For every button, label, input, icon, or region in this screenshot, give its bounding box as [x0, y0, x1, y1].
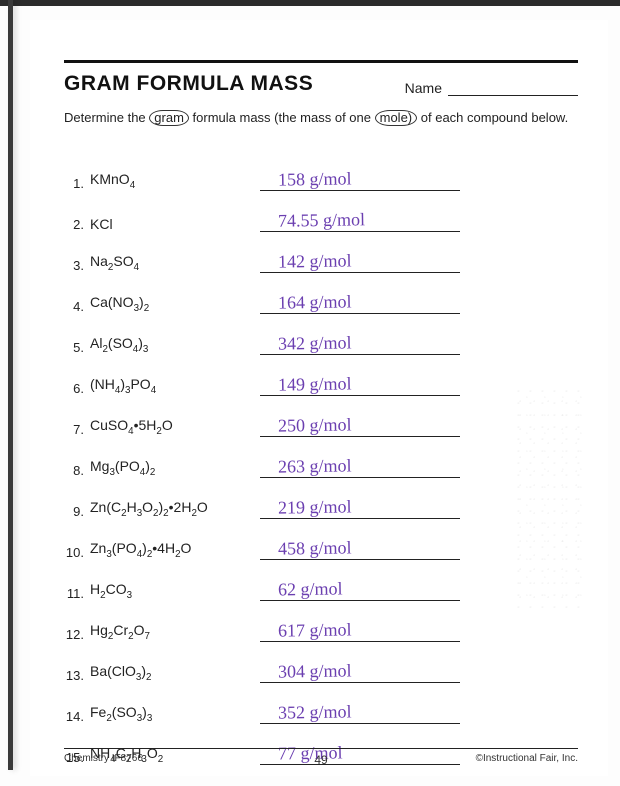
- handwritten-answer: 263 g/mol: [278, 456, 352, 475]
- handwritten-answer: 617 g/mol: [278, 620, 352, 639]
- chemical-formula: (NH4)3PO4: [90, 376, 260, 396]
- problem-number: 1.: [64, 176, 90, 191]
- worksheet-page: GRAM FORMULA MASS Name Determine the gra…: [30, 20, 608, 776]
- problem-row: 7.CuSO4•5H2O 250 g/mol: [64, 396, 578, 437]
- problem-row: 9.Zn(C2H3O2)2•2H2O 219 g/mol: [64, 478, 578, 519]
- chemical-formula: Al2(SO4)3: [90, 335, 260, 355]
- problem-number: 3.: [64, 258, 90, 273]
- handwritten-answer: 250 g/mol: [278, 415, 352, 434]
- footer-page-number: 49: [64, 753, 578, 767]
- left-scan-margin: [8, 0, 13, 770]
- scan-noise: [516, 390, 586, 610]
- answer-blank[interactable]: 352 g/mol: [260, 696, 460, 724]
- answer-blank[interactable]: 62 g/mol: [260, 573, 460, 601]
- top-scan-edge: [0, 0, 620, 6]
- chemical-formula: Mg3(PO4)2: [90, 458, 260, 478]
- handwritten-answer: 342 g/mol: [278, 333, 352, 352]
- name-blank-line[interactable]: [448, 82, 578, 96]
- circled-mole: mole): [375, 110, 418, 126]
- problem-number: 4.: [64, 299, 90, 314]
- handwritten-answer: 62 g/mol: [278, 579, 343, 598]
- answer-blank[interactable]: 74.55 g/mol: [260, 204, 460, 232]
- problem-row: 4.Ca(NO3)2 164 g/mol: [64, 273, 578, 314]
- handwritten-answer: 352 g/mol: [278, 702, 352, 721]
- answer-blank[interactable]: 142 g/mol: [260, 245, 460, 273]
- chemical-formula: Zn(C2H3O2)2•2H2O: [90, 499, 260, 519]
- problem-number: 7.: [64, 422, 90, 437]
- problem-row: 13.Ba(ClO3)2 304 g/mol: [64, 642, 578, 683]
- chemical-formula: H2CO3: [90, 581, 260, 601]
- problem-number: 10.: [64, 545, 90, 560]
- answer-blank[interactable]: 250 g/mol: [260, 409, 460, 437]
- answer-blank[interactable]: 219 g/mol: [260, 491, 460, 519]
- chemical-formula: Zn3(PO4)2•4H2O: [90, 540, 260, 560]
- problem-row: 14.Fe2(SO3)3 352 g/mol: [64, 683, 578, 724]
- problem-row: 2.KCl 74.55 g/mol: [64, 191, 578, 232]
- problem-list: 1.KMnO4158 g/mol2.KCl74.55 g/mol3.Na2SO4…: [64, 150, 578, 765]
- chemical-formula: Na2SO4: [90, 253, 260, 273]
- problem-row: 5.Al2(SO4)3 342 g/mol: [64, 314, 578, 355]
- problem-number: 12.: [64, 627, 90, 642]
- chemical-formula: Ca(NO3)2: [90, 294, 260, 314]
- instr-mid: formula mass (the mass of one: [193, 110, 371, 125]
- circled-gram: gram: [149, 110, 189, 126]
- header-row: GRAM FORMULA MASS Name: [64, 72, 578, 96]
- problem-row: 8.Mg3(PO4)2 263 g/mol: [64, 437, 578, 478]
- answer-blank[interactable]: 263 g/mol: [260, 450, 460, 478]
- answer-blank[interactable]: 617 g/mol: [260, 614, 460, 642]
- problem-number: 5.: [64, 340, 90, 355]
- handwritten-answer: 142 g/mol: [278, 251, 352, 270]
- handwritten-answer: 304 g/mol: [278, 661, 352, 680]
- problem-row: 6.(NH4)3PO4 149 g/mol: [64, 355, 578, 396]
- header-rule: [64, 60, 578, 63]
- footer: Chemistry IF8766 49 ©Instructional Fair,…: [64, 748, 578, 764]
- answer-blank[interactable]: 342 g/mol: [260, 327, 460, 355]
- handwritten-answer: 74.55 g/mol: [278, 210, 365, 230]
- chemical-formula: KMnO4: [90, 171, 260, 191]
- chemical-formula: KCl: [90, 216, 260, 232]
- problem-number: 9.: [64, 504, 90, 519]
- chemical-formula: Fe2(SO3)3: [90, 704, 260, 724]
- problem-number: 6.: [64, 381, 90, 396]
- problem-row: 10.Zn3(PO4)2•4H2O 458 g/mol: [64, 519, 578, 560]
- name-label: Name: [405, 80, 442, 96]
- instr-suffix: of each compound below.: [421, 110, 568, 125]
- handwritten-answer: 158 g/mol: [278, 169, 352, 188]
- problem-number: 2.: [64, 217, 90, 232]
- instr-prefix: Determine the: [64, 110, 146, 125]
- answer-blank[interactable]: 158 g/mol: [260, 163, 460, 191]
- problem-number: 13.: [64, 668, 90, 683]
- problem-number: 14.: [64, 709, 90, 724]
- chemical-formula: CuSO4•5H2O: [90, 417, 260, 437]
- handwritten-answer: 149 g/mol: [278, 374, 352, 393]
- name-field: Name: [405, 80, 578, 96]
- problem-row: 3.Na2SO4 142 g/mol: [64, 232, 578, 273]
- answer-blank[interactable]: 458 g/mol: [260, 532, 460, 560]
- problem-row: 1.KMnO4 158 g/mol: [64, 150, 578, 191]
- problem-number: 11.: [64, 586, 90, 601]
- problem-row: 11.H2CO3 62 g/mol: [64, 560, 578, 601]
- problem-number: 8.: [64, 463, 90, 478]
- answer-blank[interactable]: 149 g/mol: [260, 368, 460, 396]
- answer-blank[interactable]: 304 g/mol: [260, 655, 460, 683]
- chemical-formula: Hg2Cr2O7: [90, 622, 260, 642]
- instruction-text: Determine the gram formula mass (the mas…: [64, 110, 578, 126]
- handwritten-answer: 164 g/mol: [278, 292, 352, 311]
- answer-blank[interactable]: 164 g/mol: [260, 286, 460, 314]
- chemical-formula: Ba(ClO3)2: [90, 663, 260, 683]
- handwritten-answer: 458 g/mol: [278, 538, 352, 557]
- handwritten-answer: 219 g/mol: [278, 497, 352, 516]
- problem-row: 12.Hg2Cr2O7 617 g/mol: [64, 601, 578, 642]
- page-title: GRAM FORMULA MASS: [64, 72, 313, 96]
